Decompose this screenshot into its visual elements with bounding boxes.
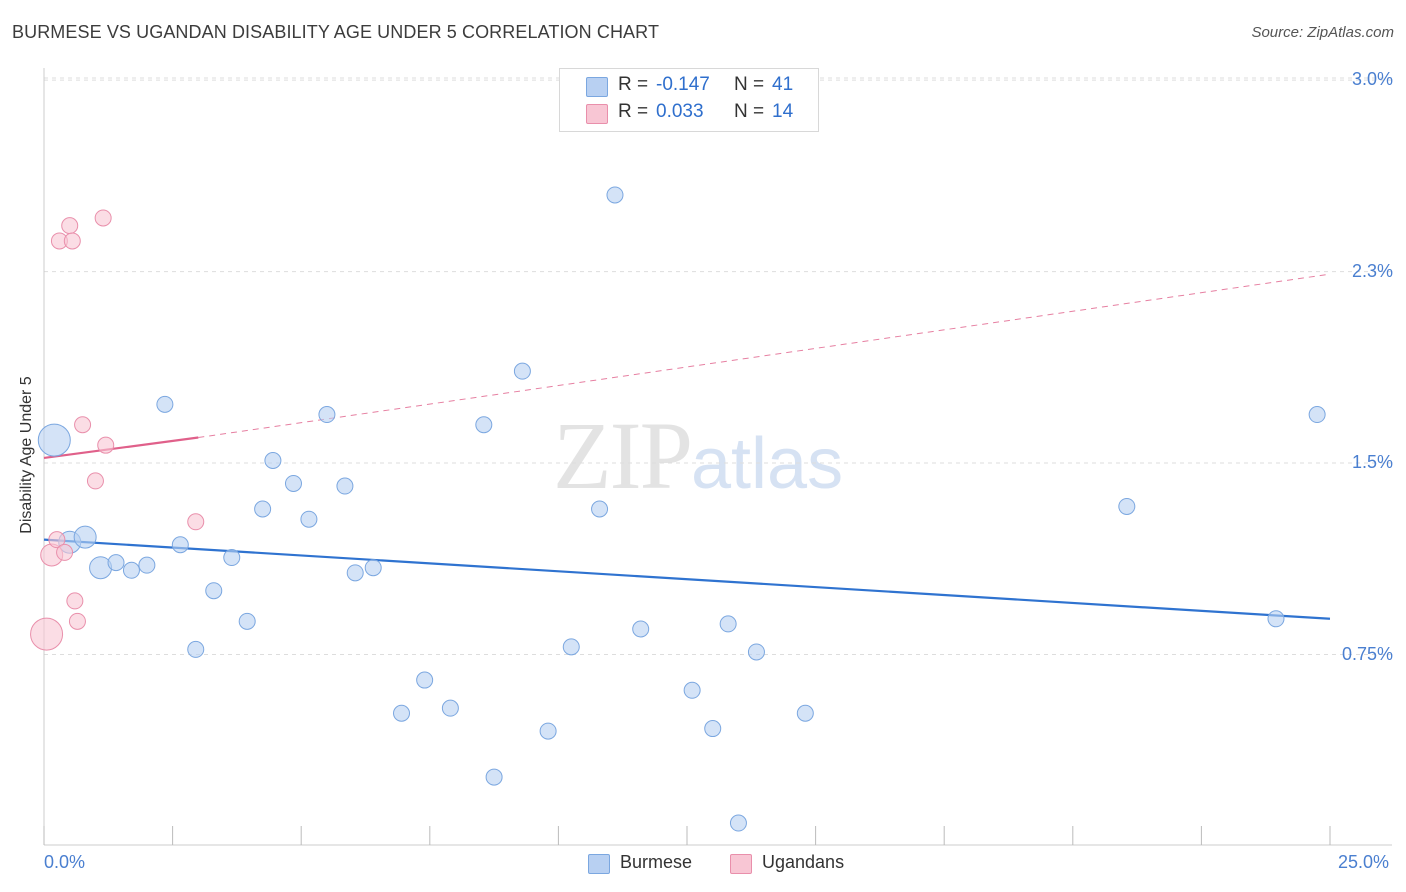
burmese-point [264, 451, 282, 469]
burmese-point [747, 643, 765, 661]
burmese-point [1308, 406, 1326, 424]
burmese-point [1118, 497, 1136, 515]
y-tick-label: 2.3% [1351, 260, 1393, 281]
burmese-point [606, 186, 624, 204]
burmese-swatch [586, 77, 608, 97]
chart-title: BURMESE VS UGANDAN DISABILITY AGE UNDER … [12, 22, 660, 42]
ugandan-point [48, 531, 66, 549]
n-label: N = [734, 74, 765, 95]
burmese-point [796, 704, 814, 722]
r-label: R = [618, 74, 649, 95]
burmese-point [729, 814, 747, 832]
burmese-point [205, 582, 223, 600]
ugandan-point [61, 217, 79, 235]
ugandan-point [68, 612, 86, 630]
legend-item-ugandans: Ugandans [730, 852, 860, 876]
burmese-point [238, 612, 256, 630]
r-label: R = [618, 101, 649, 122]
ugandan-swatch [730, 854, 752, 874]
burmese-point [138, 556, 156, 574]
legend-row-burmese: R = -0.147 N = 41 [560, 74, 818, 100]
burmese-point [364, 559, 382, 577]
r-value: 0.033 [656, 101, 704, 122]
burmese-point [223, 549, 241, 567]
burmese-point [156, 395, 174, 413]
ugandan-point [86, 472, 104, 490]
r-value: -0.147 [656, 74, 710, 95]
watermark-zip: ZIP [553, 402, 693, 509]
legend-label: Ugandans [762, 852, 845, 872]
burmese-point [107, 554, 125, 572]
burmese-point [171, 536, 189, 554]
y-tick-label: 3.0% [1351, 69, 1393, 90]
n-value: 41 [772, 74, 794, 95]
source-credit: Source: ZipAtlas.com [1251, 24, 1394, 41]
ugandan-point [66, 592, 84, 610]
ugandan-point [30, 617, 64, 651]
n-value: 14 [772, 101, 794, 122]
watermark-atlas: atlas [691, 424, 844, 504]
ugandan-trend-line-solid [43, 436, 199, 460]
burmese-point [539, 722, 557, 740]
ugandan-point [97, 436, 115, 454]
burmese-point [37, 423, 71, 457]
x-tick-label-max: 25.0% [1338, 852, 1390, 872]
x-tick-label-min: 0.0% [44, 852, 86, 872]
burmese-swatch [588, 854, 610, 874]
ugandan-point [94, 209, 112, 227]
burmese-point [73, 525, 97, 549]
ugandan-point [74, 416, 92, 434]
grid-lines [44, 77, 1392, 656]
burmese-point [632, 620, 650, 638]
legend-row-ugandans: R = 0.033 N = 14 [560, 101, 818, 127]
ugandan-point [187, 513, 205, 531]
burmese-point [318, 406, 336, 424]
burmese-point [300, 510, 318, 528]
burmese-point [122, 561, 140, 579]
legend-label: Burmese [620, 852, 693, 872]
burmese-point [441, 699, 459, 717]
burmese-point [562, 638, 580, 656]
burmese-point [513, 362, 531, 380]
burmese-point [485, 768, 503, 786]
trend-lines [43, 273, 1331, 620]
burmese-trend-line [43, 538, 1331, 620]
burmese-point [187, 640, 205, 658]
burmese-point [683, 681, 701, 699]
legend-item-burmese: Burmese [588, 852, 708, 876]
n-label: N = [734, 101, 765, 122]
y-tick-label: 0.75% [1341, 643, 1393, 664]
ugandan-point [56, 543, 74, 561]
burmese-point [416, 671, 434, 689]
axes [43, 68, 1392, 846]
y-axis-label: Disability Age Under 5 [18, 376, 35, 534]
burmese-point [1267, 610, 1285, 628]
y-tick-label: 1.5% [1351, 452, 1393, 473]
correlation-legend: R = -0.147 N = 41 R = 0.033 N = 14 [559, 68, 819, 132]
burmese-point [393, 704, 411, 722]
burmese-point [591, 500, 609, 518]
burmese-point [336, 477, 354, 495]
ugandan-point [63, 232, 81, 250]
burmese-point [475, 416, 493, 434]
burmese-point [719, 615, 737, 633]
burmese-point [704, 720, 722, 738]
ugandan-swatch [586, 104, 608, 124]
watermark: ZIPatlas [553, 400, 843, 511]
burmese-point [254, 500, 272, 518]
burmese-point [284, 474, 302, 492]
burmese-point [346, 564, 364, 582]
ugandan-trend-line-dashed [198, 273, 1331, 439]
data-points [30, 186, 1326, 832]
